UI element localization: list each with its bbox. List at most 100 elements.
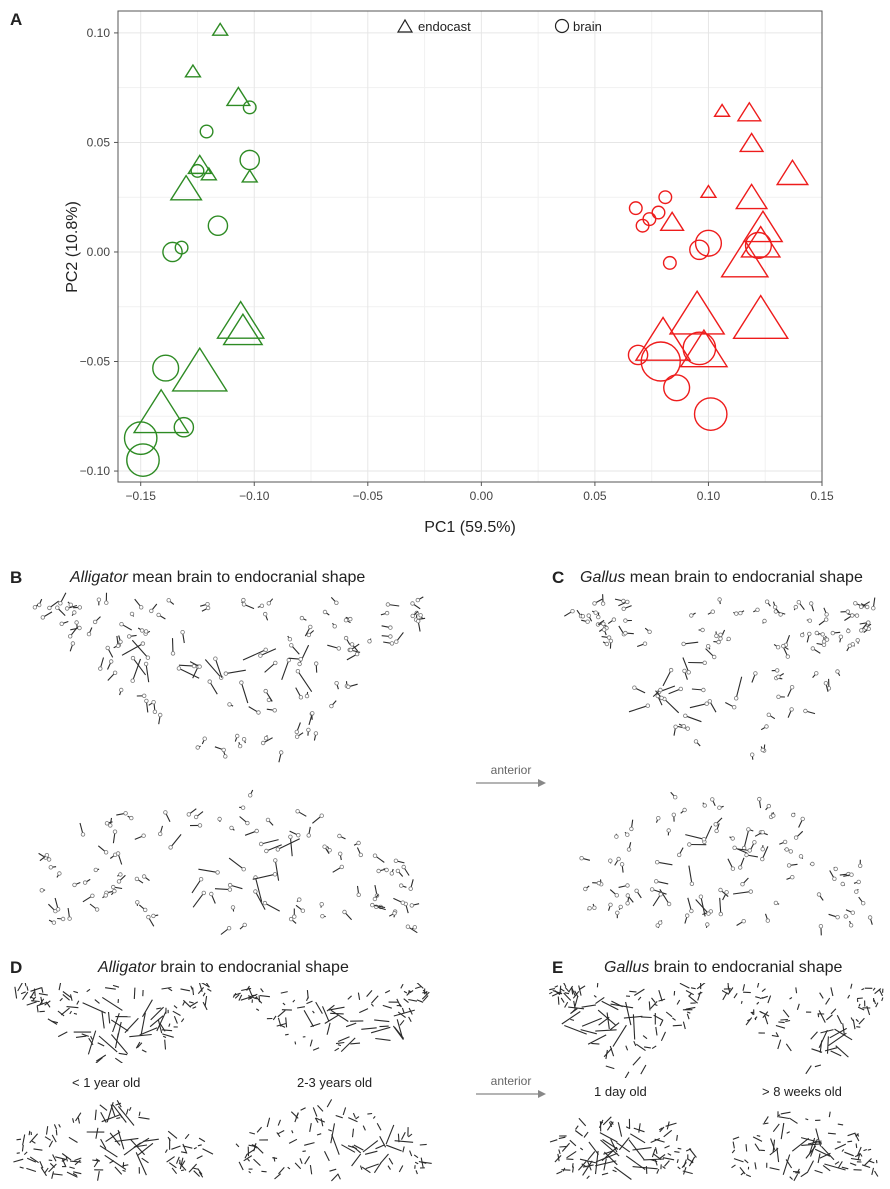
- deformation-vector: [847, 1132, 856, 1137]
- landmark-point: [146, 914, 151, 920]
- deformation-vector: [326, 1022, 331, 1035]
- deformation-vector: [633, 1127, 645, 1133]
- deformation-vector: [676, 1159, 679, 1164]
- deformation-vector: [281, 659, 290, 680]
- deformation-vector: [595, 1160, 617, 1167]
- deformation-vector: [791, 1137, 810, 1152]
- deformation-vector: [132, 658, 142, 681]
- deformation-vector: [143, 1138, 159, 1142]
- landmark-point: [776, 694, 781, 699]
- plot-area-border: [117, 10, 823, 483]
- deformation-vector: [70, 1160, 82, 1163]
- landmark-point: [77, 625, 82, 631]
- deformation-vector: [792, 1171, 801, 1173]
- landmark-point: [105, 645, 110, 651]
- deformation-vector: [72, 1172, 78, 1177]
- deformation-vector: [77, 1117, 81, 1124]
- deformation-vector: [350, 1042, 361, 1045]
- anterior-arrow-de: anterior: [474, 1074, 548, 1100]
- deformation-vector: [574, 995, 579, 1007]
- landmark-point: [789, 707, 794, 712]
- landmark-point: [798, 854, 804, 859]
- deformation-vector: [825, 997, 831, 1005]
- deformation-vector: [834, 1143, 847, 1150]
- gallus-brain-point: [693, 397, 728, 431]
- deformation-vector: [591, 1042, 600, 1045]
- deformation-vector: [599, 1132, 618, 1143]
- landmark-point: [785, 654, 790, 659]
- gallus-mean-dorsal-vectors: [564, 594, 876, 760]
- legend-label-brain: brain: [573, 19, 602, 34]
- landmark-point: [653, 879, 659, 884]
- deformation-vector: [574, 990, 579, 998]
- deformation-vector: [260, 988, 264, 993]
- deformation-vector: [824, 1163, 846, 1171]
- deformation-vector: [335, 1041, 345, 1045]
- anterior-label: anterior: [490, 763, 532, 777]
- landmark-point: [207, 679, 212, 684]
- deformation-vector: [571, 987, 574, 995]
- deformation-vector: [834, 1161, 840, 1165]
- deformation-vector: [700, 896, 706, 917]
- landmark-point: [156, 612, 161, 618]
- deformation-vector: [277, 1119, 282, 1126]
- deformation-vector: [168, 1162, 177, 1169]
- deformation-vector: [329, 1168, 337, 1172]
- deformation-vector: [23, 1151, 28, 1156]
- landmark-point: [306, 632, 311, 638]
- deformation-vector: [248, 987, 253, 996]
- anterior-arrow-bc: anterior: [474, 763, 548, 789]
- landmark-point: [77, 605, 82, 610]
- deformation-vector: [814, 1169, 823, 1174]
- deformation-vector: [164, 1149, 168, 1153]
- deformation-vector: [303, 1010, 314, 1027]
- deformation-vector: [606, 1012, 610, 1029]
- deformation-vector: [830, 1050, 842, 1057]
- deformation-vector: [841, 1149, 845, 1152]
- deformation-vector: [629, 990, 637, 993]
- landmark-point: [118, 687, 124, 693]
- y-tick-label: −0.10: [80, 464, 111, 478]
- deformation-vector: [38, 993, 48, 996]
- deformation-vector: [13, 1158, 24, 1163]
- gallus-brain-point: [663, 374, 691, 402]
- deformation-vector: [141, 1049, 147, 1053]
- deformation-vector: [171, 1167, 178, 1175]
- deformation-vector: [362, 1125, 366, 1131]
- deformation-vector: [605, 1065, 615, 1070]
- deformation-vector: [290, 1111, 299, 1119]
- alligator-endocast-point: [211, 22, 229, 36]
- deformation-vector: [651, 1045, 657, 1050]
- landmark-point: [861, 900, 866, 906]
- landmark-point: [339, 864, 344, 870]
- y-tick-label: 0.00: [87, 245, 111, 259]
- deformation-vector: [580, 1029, 597, 1035]
- landmark-point: [314, 661, 319, 666]
- deformation-vector: [326, 1099, 333, 1108]
- deformation-vector: [824, 1047, 838, 1052]
- legend-label-endocast: endocast: [418, 19, 471, 34]
- deformation-vector: [82, 1002, 106, 1014]
- deformation-vector: [602, 1116, 612, 1126]
- deformation-vector: [795, 1172, 800, 1174]
- deformation-vector: [259, 995, 270, 998]
- deformation-vector: [264, 902, 280, 912]
- alligator-endocast-point: [225, 86, 252, 107]
- landmark-point: [93, 867, 98, 873]
- deformation-vector: [26, 1167, 37, 1173]
- landmark-point: [655, 923, 660, 928]
- deformation-vector: [691, 1159, 694, 1164]
- deformation-vector: [651, 997, 656, 1003]
- deformation-vector: [819, 992, 824, 999]
- deformation-vector: [95, 1054, 107, 1062]
- deformation-vector: [868, 1160, 875, 1164]
- deformation-vector: [819, 1152, 831, 1159]
- deformation-vector: [98, 1035, 118, 1053]
- deformation-vector: [416, 999, 424, 1003]
- landmark-point: [666, 901, 672, 907]
- landmark-point: [287, 637, 293, 642]
- landmark-point: [657, 920, 663, 925]
- deformation-vector: [762, 1122, 769, 1125]
- landmark-point: [342, 909, 347, 915]
- panel-title-d: Alligator brain to endocranial shape: [98, 959, 349, 977]
